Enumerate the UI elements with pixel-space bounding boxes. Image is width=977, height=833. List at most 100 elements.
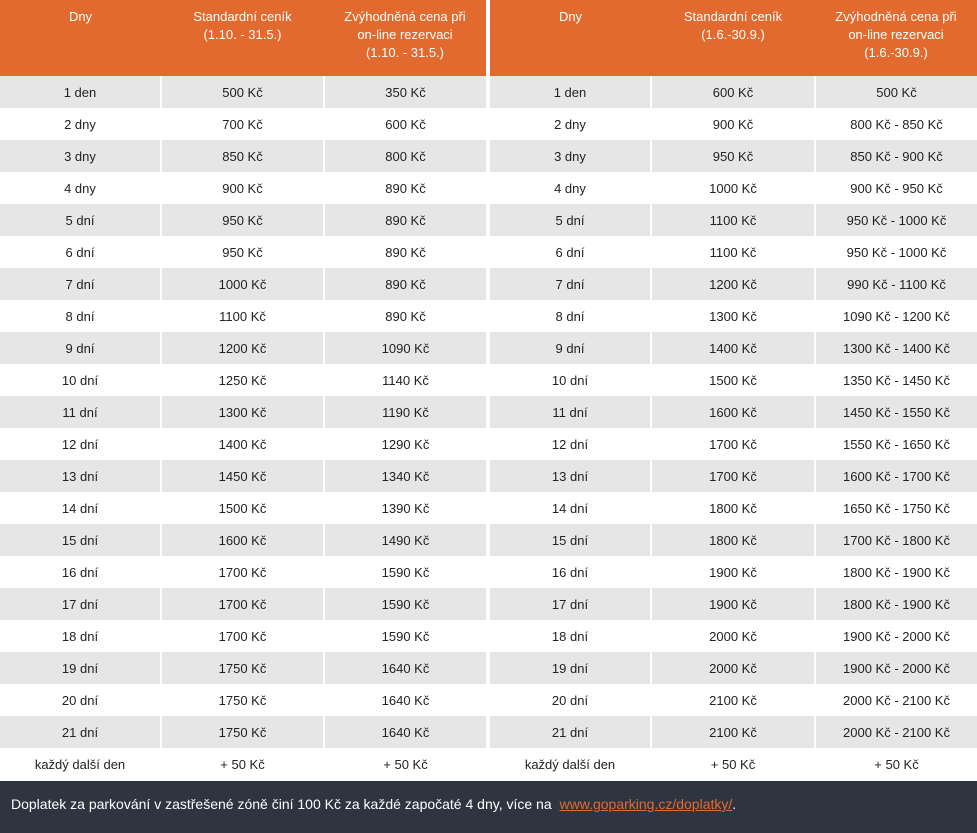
online-price-cell: 890 Kč [324, 236, 486, 268]
online-price-cell: 1550 Kč - 1650 Kč [815, 428, 977, 460]
column-header-line: on-line rezervaci [848, 27, 944, 42]
table-row: 5 dní 950 Kč 890 Kč [0, 204, 486, 236]
online-price-cell: 1350 Kč - 1450 Kč [815, 364, 977, 396]
table-row: 20 dní 2100 Kč 2000 Kč - 2100 Kč [490, 684, 977, 716]
days-cell: 13 dní [490, 460, 652, 492]
table-row: 15 dní 1600 Kč 1490 Kč [0, 524, 486, 556]
standard-price-cell: + 50 Kč [651, 748, 816, 780]
table-row: 5 dní 1100 Kč 950 Kč - 1000 Kč [490, 204, 977, 236]
days-cell: 14 dní [0, 492, 162, 524]
table-row: 20 dní 1750 Kč 1640 Kč [0, 684, 486, 716]
table-row: každý další den + 50 Kč + 50 Kč [0, 748, 486, 780]
online-price-cell: 350 Kč [324, 76, 486, 108]
online-price-cell: 1590 Kč [324, 620, 486, 652]
standard-price-cell: 1200 Kč [651, 268, 816, 300]
online-price-cell: 850 Kč - 900 Kč [815, 140, 977, 172]
table-row: 9 dní 1400 Kč 1300 Kč - 1400 Kč [490, 332, 977, 364]
column-header-line: Zvýhodněná cena při [344, 9, 466, 24]
days-cell: 16 dní [490, 556, 652, 588]
column-header-line: Standardní ceník [683, 9, 783, 24]
online-price-cell: 1340 Kč [324, 460, 486, 492]
standard-price-cell: 1700 Kč [161, 556, 325, 588]
days-cell: 3 dny [490, 140, 652, 172]
days-cell: 17 dní [0, 588, 162, 620]
standard-price-cell: 1250 Kč [161, 364, 325, 396]
days-cell: každý další den [490, 748, 652, 780]
table-row: 13 dní 1700 Kč 1600 Kč - 1700 Kč [490, 460, 977, 492]
online-price-cell: 890 Kč [324, 204, 486, 236]
online-price-cell: 800 Kč - 850 Kč [815, 108, 977, 140]
table-body: 1 den 600 Kč 500 Kč 2 dny 900 Kč 800 Kč - 850… [490, 76, 977, 780]
days-cell: 19 dní [0, 652, 162, 684]
table-row: 2 dny 900 Kč 800 Kč - 850 Kč [490, 108, 977, 140]
days-cell: 17 dní [490, 588, 652, 620]
days-cell: 18 dní [490, 620, 652, 652]
online-price-cell: 1290 Kč [324, 428, 486, 460]
table-row: každý další den + 50 Kč + 50 Kč [490, 748, 977, 780]
online-price-cell: 1390 Kč [324, 492, 486, 524]
table-row: 21 dní 1750 Kč 1640 Kč [0, 716, 486, 748]
online-price-cell: 890 Kč [324, 300, 486, 332]
standard-price-cell: 1800 Kč [651, 492, 816, 524]
days-cell: 19 dní [490, 652, 652, 684]
standard-price-cell: 1750 Kč [161, 684, 325, 716]
column-header-line: Dny [68, 9, 93, 24]
standard-price-cell: 1600 Kč [161, 524, 325, 556]
price-table-summer: Dny Standardní ceník (1.6.-30.9.) Zvýhodněn… [490, 0, 977, 780]
table-row: 13 dní 1450 Kč 1340 Kč [0, 460, 486, 492]
standard-price-cell: 1600 Kč [651, 396, 816, 428]
table-row: 16 dní 1700 Kč 1590 Kč [0, 556, 486, 588]
online-price-cell: 600 Kč [324, 108, 486, 140]
table-row: 19 dní 1750 Kč 1640 Kč [0, 652, 486, 684]
table-row: 6 dní 950 Kč 890 Kč [0, 236, 486, 268]
standard-price-cell: 2000 Kč [651, 652, 816, 684]
standard-price-cell: 1300 Kč [161, 396, 325, 428]
table-row: 4 dny 900 Kč 890 Kč [0, 172, 486, 204]
online-price-cell: 1640 Kč [324, 716, 486, 748]
online-price-cell: 1090 Kč [324, 332, 486, 364]
standard-price-cell: 850 Kč [161, 140, 325, 172]
standard-price-cell: 1100 Kč [161, 300, 325, 332]
standard-price-cell: 1900 Kč [651, 556, 816, 588]
table-row: 19 dní 2000 Kč 1900 Kč - 2000 Kč [490, 652, 977, 684]
column-header-line: Dny [558, 9, 583, 24]
days-cell: 4 dny [0, 172, 162, 204]
table-row: 9 dní 1200 Kč 1090 Kč [0, 332, 486, 364]
column-header-line: Zvýhodněná cena při [835, 9, 957, 24]
days-cell: 5 dní [490, 204, 652, 236]
days-cell: 20 dní [490, 684, 652, 716]
online-price-cell: 1090 Kč - 1200 Kč [815, 300, 977, 332]
days-cell: 11 dní [490, 396, 652, 428]
standard-price-cell: 950 Kč [161, 236, 325, 268]
column-header: Standardní ceník (1.10. - 31.5.) [161, 0, 324, 76]
days-cell: 2 dny [490, 108, 652, 140]
online-price-cell: 1650 Kč - 1750 Kč [815, 492, 977, 524]
table-row: 3 dny 950 Kč 850 Kč - 900 Kč [490, 140, 977, 172]
column-header: Dny [0, 0, 161, 76]
table-row: 1 den 600 Kč 500 Kč [490, 76, 977, 108]
footer-link[interactable]: www.goparking.cz/doplatky/ [559, 796, 733, 812]
standard-price-cell: 1900 Kč [651, 588, 816, 620]
column-header-line: (1.6.-30.9.) [701, 27, 765, 42]
table-row: 6 dní 1100 Kč 950 Kč - 1000 Kč [490, 236, 977, 268]
standard-price-cell: 1700 Kč [651, 460, 816, 492]
footer-note: Doplatek za parkování v zastřešené zóně … [0, 781, 977, 833]
column-header: Zvýhodněná cena při on-line rezervaci (1.6… [815, 0, 977, 76]
days-cell: 15 dní [0, 524, 162, 556]
standard-price-cell: 2100 Kč [651, 684, 816, 716]
online-price-cell: + 50 Kč [324, 748, 486, 780]
online-price-cell: 1490 Kč [324, 524, 486, 556]
standard-price-cell: 2000 Kč [651, 620, 816, 652]
standard-price-cell: 1200 Kč [161, 332, 325, 364]
online-price-cell: 1190 Kč [324, 396, 486, 428]
standard-price-cell: 950 Kč [161, 204, 325, 236]
days-cell: 14 dní [490, 492, 652, 524]
standard-price-cell: 950 Kč [651, 140, 816, 172]
days-cell: 13 dní [0, 460, 162, 492]
standard-price-cell: 1800 Kč [651, 524, 816, 556]
price-tables: Dny Standardní ceník (1.10. - 31.5.) Zvýhod… [0, 0, 977, 780]
days-cell: 6 dní [490, 236, 652, 268]
table-row: 18 dní 2000 Kč 1900 Kč - 2000 Kč [490, 620, 977, 652]
days-cell: 5 dní [0, 204, 162, 236]
